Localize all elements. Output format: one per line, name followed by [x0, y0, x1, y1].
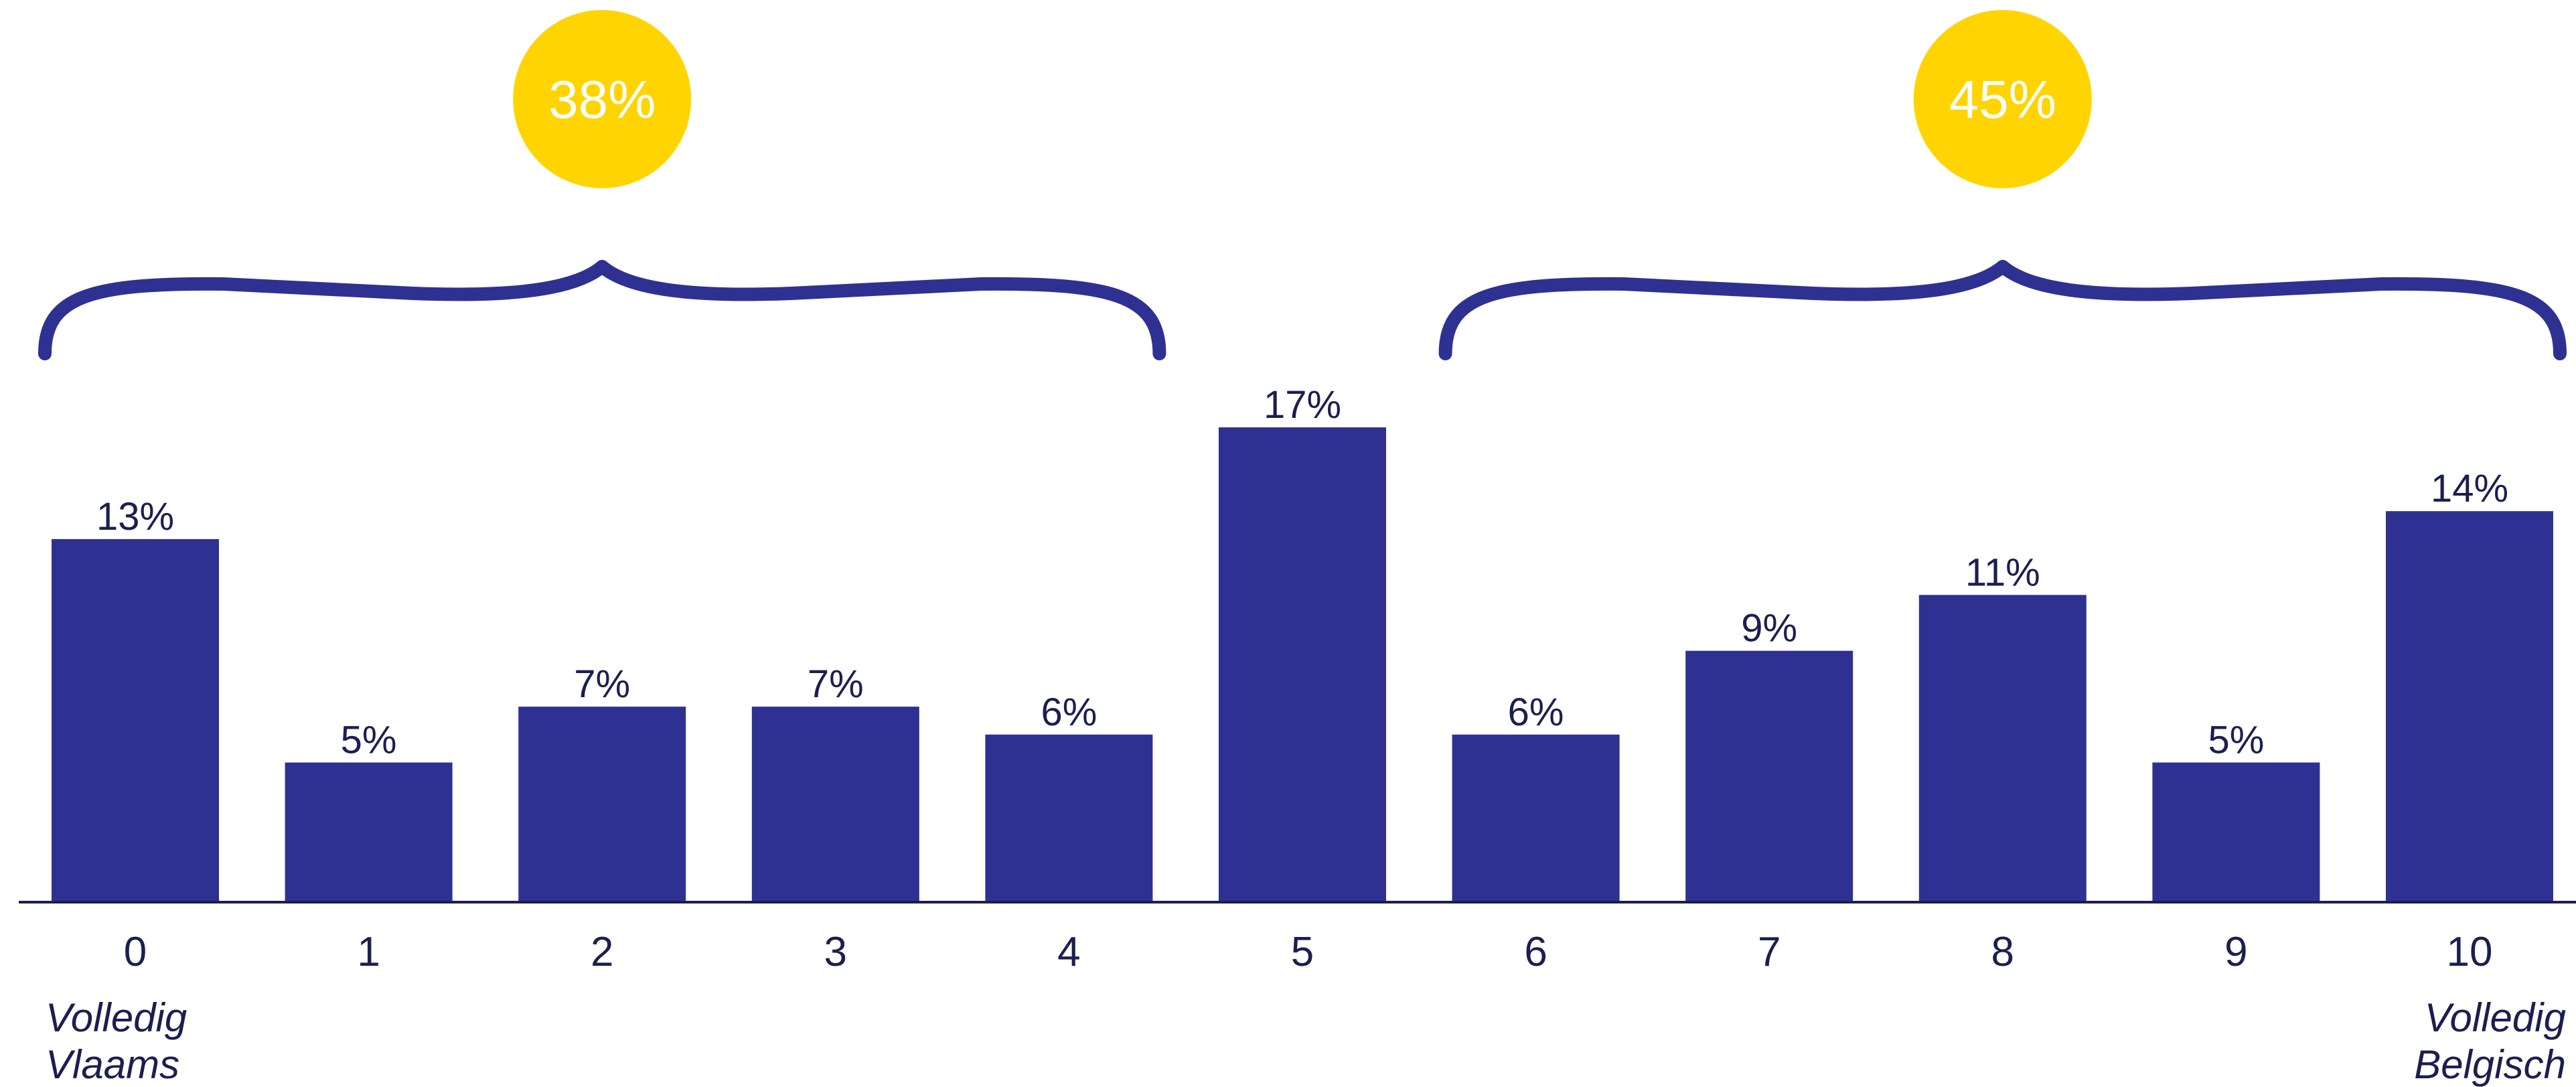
x-tick-label-4: 4	[1057, 929, 1080, 975]
x-tick-label-9: 9	[2224, 929, 2247, 975]
bar-value-label-0: 13%	[96, 495, 174, 538]
x-tick-label-2: 2	[591, 929, 613, 975]
bar-3	[751, 707, 919, 902]
bar-value-label-6: 6%	[1508, 691, 1564, 734]
bar-8	[1918, 595, 2087, 902]
bar-10	[2386, 511, 2553, 902]
bar-value-label-1: 5%	[341, 719, 397, 762]
x-tick-label-0: 0	[124, 929, 147, 975]
bar-0	[52, 538, 219, 902]
right-end-label-line-2: Belgisch	[2414, 1042, 2566, 1087]
bar-value-label-9: 5%	[2208, 719, 2264, 762]
group-total-label-1: 38%	[548, 70, 656, 129]
x-tick-label-1: 1	[357, 929, 380, 975]
bar-value-label-10: 14%	[2431, 467, 2508, 510]
bar-5	[1219, 427, 1386, 902]
bar-4	[985, 734, 1153, 902]
bar-value-label-5: 17%	[1264, 383, 1341, 427]
x-tick-label-8: 8	[1991, 929, 2014, 975]
right-end-label-line-1: Volledig	[2425, 995, 2566, 1040]
group-total-badge-1	[513, 10, 692, 188]
bar-value-label-3: 7%	[808, 662, 864, 706]
group-total-label-2: 45%	[1949, 70, 2056, 129]
bar-value-label-2: 7%	[574, 662, 630, 706]
group-braces-layer	[38, 260, 2567, 360]
bar-value-label-7: 9%	[1741, 607, 1797, 650]
group-brace-2	[1438, 260, 2567, 360]
bars-layer: 13%05%17%27%36%417%56%69%711%85%914%10	[52, 383, 2553, 975]
bar-7	[1685, 650, 1853, 902]
bar-9	[2152, 762, 2320, 902]
x-tick-label-3: 3	[824, 929, 847, 975]
group-badges-layer: 38% 45%	[513, 10, 2092, 188]
x-tick-label-5: 5	[1291, 929, 1314, 975]
bar-2	[518, 707, 686, 902]
group-total-badge-2	[1913, 10, 2092, 188]
x-tick-label-6: 6	[1524, 929, 1547, 975]
bar-1	[285, 762, 453, 902]
left-end-label-line-2: Vlaams	[46, 1042, 179, 1087]
x-tick-label-7: 7	[1758, 929, 1781, 975]
bar-value-label-4: 6%	[1041, 691, 1097, 734]
bar-6	[1452, 734, 1620, 902]
left-end-label-line-1: Volledig	[46, 995, 187, 1040]
bar-value-label-8: 11%	[1965, 551, 2040, 594]
group-brace-1	[38, 260, 1166, 360]
x-tick-label-10: 10	[2447, 929, 2493, 975]
